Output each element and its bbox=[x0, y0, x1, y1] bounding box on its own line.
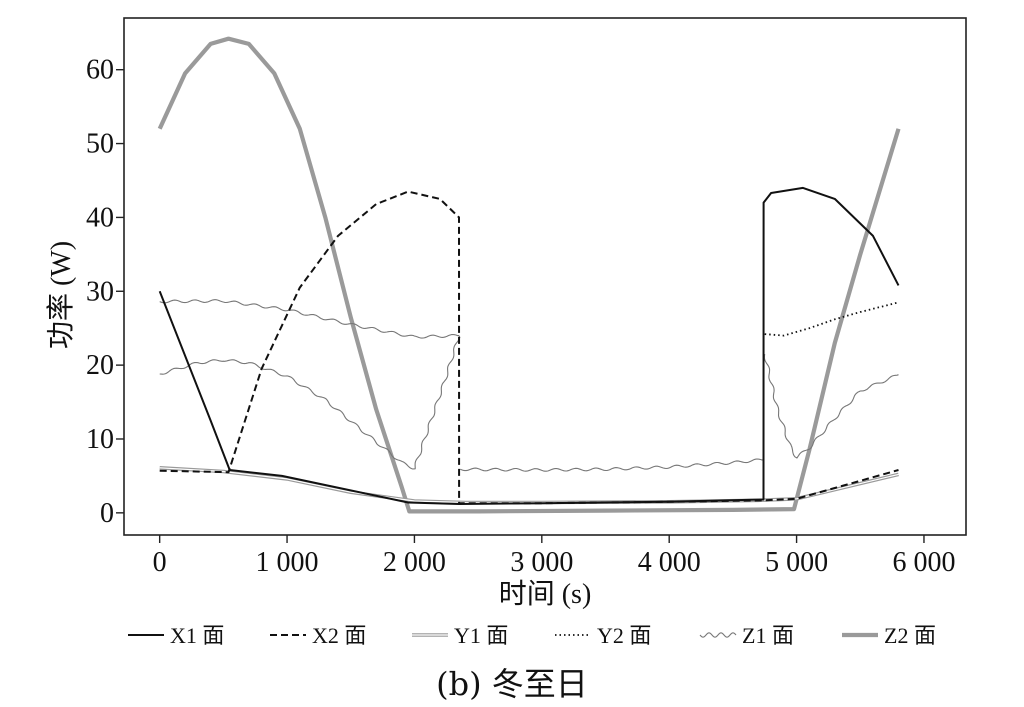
legend-label: Z1 面 bbox=[742, 623, 794, 648]
series-line-y2 bbox=[764, 301, 899, 337]
legend-label: Y1 面 bbox=[454, 623, 508, 648]
x-axis-title: 时间 (s) bbox=[499, 578, 592, 610]
x-tick-label: 5 000 bbox=[765, 547, 828, 578]
y-tick-label: 0 bbox=[100, 498, 114, 529]
x-tick-label: 3 000 bbox=[510, 547, 573, 578]
y-tick-label: 20 bbox=[86, 350, 114, 381]
y-tick-label: 30 bbox=[86, 276, 114, 307]
figure-caption: (b) 冬至日 bbox=[436, 665, 588, 703]
y-tick-label: 50 bbox=[86, 129, 114, 160]
x-tick-label: 4 000 bbox=[638, 547, 701, 578]
y-tick-label: 60 bbox=[86, 55, 114, 86]
series-line-z1 bbox=[460, 458, 764, 472]
y-tick-label: 10 bbox=[86, 424, 114, 455]
series-layer bbox=[157, 36, 901, 514]
series-line-y1 bbox=[159, 467, 899, 504]
legend-swatch-z1 bbox=[699, 632, 737, 638]
legend: X1 面 X2 面 Y1 面 Y2 面 Z1 面 Z2 面 bbox=[128, 623, 936, 648]
y-axis-ticks: 0 10 20 30 40 50 60 bbox=[86, 55, 124, 529]
legend-label: X1 面 bbox=[170, 623, 224, 648]
plot-frame bbox=[123, 17, 967, 536]
x-tick-label: 0 bbox=[153, 547, 167, 578]
series-line-x2 bbox=[159, 190, 899, 505]
x-tick-label: 1 000 bbox=[256, 547, 319, 578]
y-axis-title: 功率 (W) bbox=[45, 241, 77, 349]
series-line-z1 bbox=[159, 299, 459, 339]
series-line-z1 bbox=[763, 354, 899, 459]
series-line-z2 bbox=[157, 36, 901, 514]
series-line-y1 bbox=[159, 466, 899, 505]
x-tick-label: 6 000 bbox=[892, 547, 955, 578]
legend-label: X2 面 bbox=[312, 623, 366, 648]
legend-label: Z2 面 bbox=[884, 623, 936, 648]
legend-label: Y2 面 bbox=[597, 623, 651, 648]
x-axis-ticks: 0 1 000 2 000 3 000 4 000 5 000 6 000 bbox=[153, 535, 955, 578]
series-line-x1 bbox=[158, 186, 900, 505]
series-line-z1 bbox=[159, 335, 461, 470]
y-tick-label: 40 bbox=[86, 202, 114, 233]
x-tick-label: 2 000 bbox=[383, 547, 446, 578]
